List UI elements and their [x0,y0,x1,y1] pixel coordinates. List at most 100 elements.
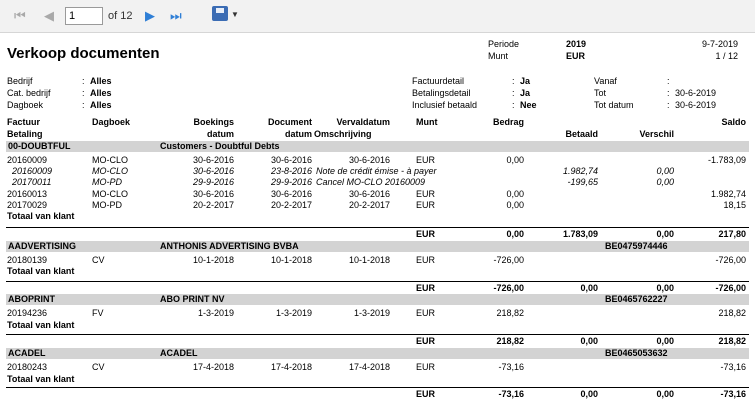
header-dagboek: Dagboek [92,117,131,127]
group-name: ACADEL [160,348,198,358]
group-code: ACADEL [8,348,46,358]
last-page-icon[interactable]: ⏭ [170,8,182,23]
cell-documentdatum: 29-9-2016 [270,177,312,187]
total-betaald: 0,00 [580,283,598,293]
cell-vervaldatum: 10-1-2018 [348,255,390,265]
cell-factuur: 20180243 [7,362,48,372]
report-toolbar: ⏮ ◀ of 12 ▶ ⏭ ▼ [0,0,755,33]
cell-dagboek: FV [92,308,104,318]
cell-saldo: 18,15 [723,200,746,210]
report-title: Verkoop documenten [7,45,160,62]
report-page: Verkoop documenten Periode 2019 Munt EUR… [0,33,755,400]
cell-omschrijving: Note de crédit émise - à payer [316,166,437,176]
cell-vervaldatum: 30-6-2016 [348,189,390,199]
filter-inclusief-value: Nee [520,100,537,110]
cell-factuur: 20170011 [12,177,52,187]
report-page-count: 1 / 12 [715,51,738,61]
group-header-band [6,141,749,152]
cell-dagboek: MO-CLO [92,189,128,199]
cell-dagboek: CV [92,255,105,265]
group-name: Customers - Doubtful Debts [160,141,280,151]
total-verschil: 0,00 [656,389,674,399]
filter-colon: : [512,100,515,110]
page-number-input[interactable] [65,7,103,25]
total-bedrag: 0,00 [506,229,524,239]
cell-betaald: -199,65 [567,177,598,187]
total-saldo: 218,82 [718,336,746,346]
cell-documentdatum: 1-3-2019 [275,308,312,318]
cell-boekingsdatum: 29-9-2016 [192,177,234,187]
munt-value: EUR [566,51,586,61]
cell-dagboek: MO-PD [92,177,122,187]
customer-total-label: Totaal van klant [7,266,75,276]
customer-total-label: Totaal van klant [7,320,75,330]
header-boekingsdatum: datum [207,129,234,139]
cell-boekingsdatum: 20-2-2017 [192,200,234,210]
filter-dagboek-label: Dagboek [7,100,44,110]
export-dropdown-icon[interactable]: ▼ [231,10,239,19]
total-divider [6,281,749,282]
cell-munt: EUR [416,362,436,372]
periode-label: Periode [488,39,520,49]
filter-vanaf-label: Vanaf [594,76,617,86]
total-divider [6,334,749,335]
cell-boekingsdatum: 10-1-2018 [192,255,234,265]
filter-colon: : [82,100,85,110]
cell-omschrijving: Cancel MO-CLO 20160009 [316,177,426,187]
filter-tot-value: 30-6-2019 [675,88,717,98]
total-verschil: 0,00 [656,283,674,293]
total-munt: EUR [416,336,436,346]
filter-colon: : [82,88,85,98]
total-verschil: 0,00 [656,229,674,239]
filter-betalingsdetail-label: Betalingsdetail [412,88,471,98]
cell-munt: EUR [416,189,436,199]
cell-dagboek: CV [92,362,105,372]
periode-value: 2019 [566,39,587,49]
cell-bedrag: 218,82 [496,308,524,318]
cell-bedrag: -726,00 [493,255,524,265]
cell-documentdatum: 17-4-2018 [270,362,312,372]
save-export-icon[interactable] [212,6,228,21]
filter-factuurdetail-label: Factuurdetail [412,76,465,86]
cell-verschil: 0,00 [656,177,674,187]
total-betaald: 1.783,09 [562,229,598,239]
customer-total-label: Totaal van klant [7,374,75,384]
filter-cat-value: Alles [90,88,112,98]
cell-factuur: 20160009 [7,155,48,165]
previous-page-icon[interactable]: ◀ [44,8,54,23]
cell-factuur: 20170029 [7,200,48,210]
filter-totdatum-label: Tot datum [594,100,634,110]
cell-documentdatum: 20-2-2017 [270,200,312,210]
total-bedrag: 218,82 [496,336,524,346]
total-betaald: 0,00 [580,336,598,346]
header-verschil: Verschil [639,129,674,139]
cell-munt: EUR [416,155,436,165]
cell-bedrag: 0,00 [506,155,524,165]
next-page-icon[interactable]: ▶ [145,8,155,23]
header-munt: Munt [416,117,438,127]
cell-vervaldatum: 30-6-2016 [348,155,390,165]
filter-bedrijf-value: Alles [90,76,112,86]
cell-munt: EUR [416,255,436,265]
munt-label: Munt [488,51,509,61]
cell-boekingsdatum: 30-6-2016 [192,155,234,165]
cell-saldo: 1.982,74 [710,189,746,199]
total-saldo: -726,00 [715,283,746,293]
cell-bedrag: -73,16 [498,362,524,372]
filter-factuurdetail-value: Ja [520,76,531,86]
first-page-icon[interactable]: ⏮ [14,8,26,23]
filter-cat-label: Cat. bedrijf [7,88,51,98]
cell-saldo: -1.783,09 [707,155,746,165]
cell-verschil: 0,00 [656,166,674,176]
filter-colon: : [512,88,515,98]
cell-dagboek: MO-CLO [92,166,128,176]
total-saldo: -73,16 [720,389,746,399]
filter-betalingsdetail-value: Ja [520,88,531,98]
total-bedrag: -73,16 [498,389,524,399]
filter-dagboek-value: Alles [90,100,112,110]
header-vervaldatum: Vervaldatum [336,117,390,127]
filter-colon: : [512,76,515,86]
cell-boekingsdatum: 1-3-2019 [197,308,234,318]
header-omschrijving: Omschrijving [314,129,372,139]
cell-factuur: 20180139 [7,255,48,265]
